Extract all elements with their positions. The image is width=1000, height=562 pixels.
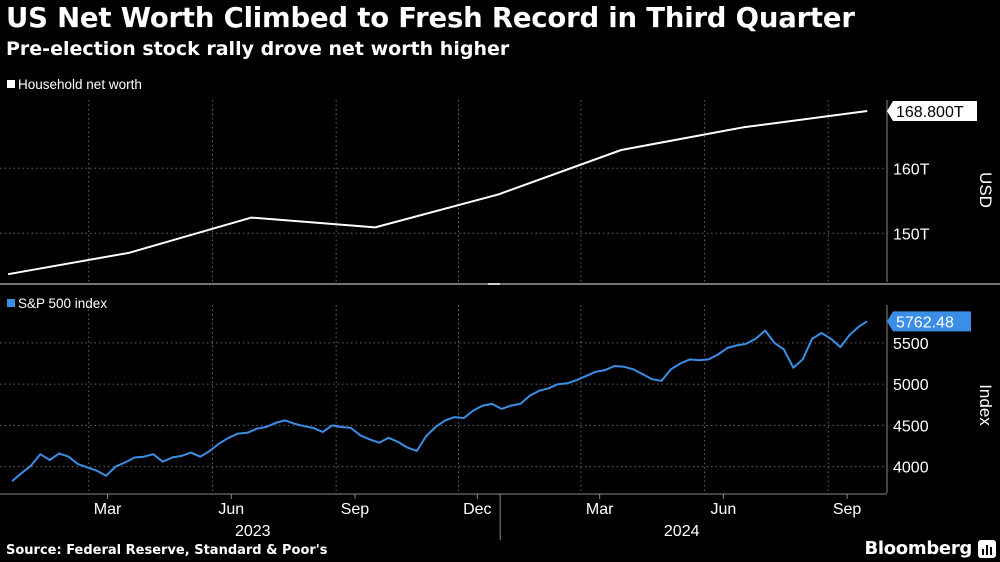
y-tick-label: 5000 [893,377,929,394]
legend-marker [7,80,15,88]
last-value-label: 168.800T [896,104,964,121]
chart-title: US Net Worth Climbed to Fresh Record in … [6,2,855,34]
chart-subtitle: Pre-election stock rally drove net worth… [6,38,510,60]
series-line [7,110,868,276]
x-year-label: 2023 [235,523,271,540]
y-axis-label: Index [976,384,995,426]
x-month-label: Dec [463,501,491,518]
x-month-label: Jun [218,501,244,518]
last-value-tag [887,311,971,332]
last-value-label: 5762.48 [896,314,954,331]
y-tick-label: 4500 [893,418,929,435]
bloomberg-logo: Bloomberg [864,538,972,559]
source-note: Source: Federal Reserve, Standard & Poor… [6,543,328,558]
y-tick-label: 4000 [893,460,929,477]
x-month-label: Mar [94,501,122,518]
legend-label: S&P 500 index [18,296,107,311]
legend-label: Household net worth [18,77,142,92]
legend-marker [7,299,15,307]
y-tick-label: 160T [893,161,930,178]
x-month-label: Jun [710,501,736,518]
x-year-label: 2024 [664,523,700,540]
x-month-label: Sep [341,501,370,518]
y-tick-label: 150T [893,226,930,243]
chart-icon [978,540,996,558]
y-axis-label: USD [976,172,995,208]
x-month-label: Mar [586,501,614,518]
last-value-tag [887,101,977,122]
series-line [11,320,868,482]
y-tick-label: 5500 [893,336,929,353]
x-month-label: Sep [833,501,862,518]
